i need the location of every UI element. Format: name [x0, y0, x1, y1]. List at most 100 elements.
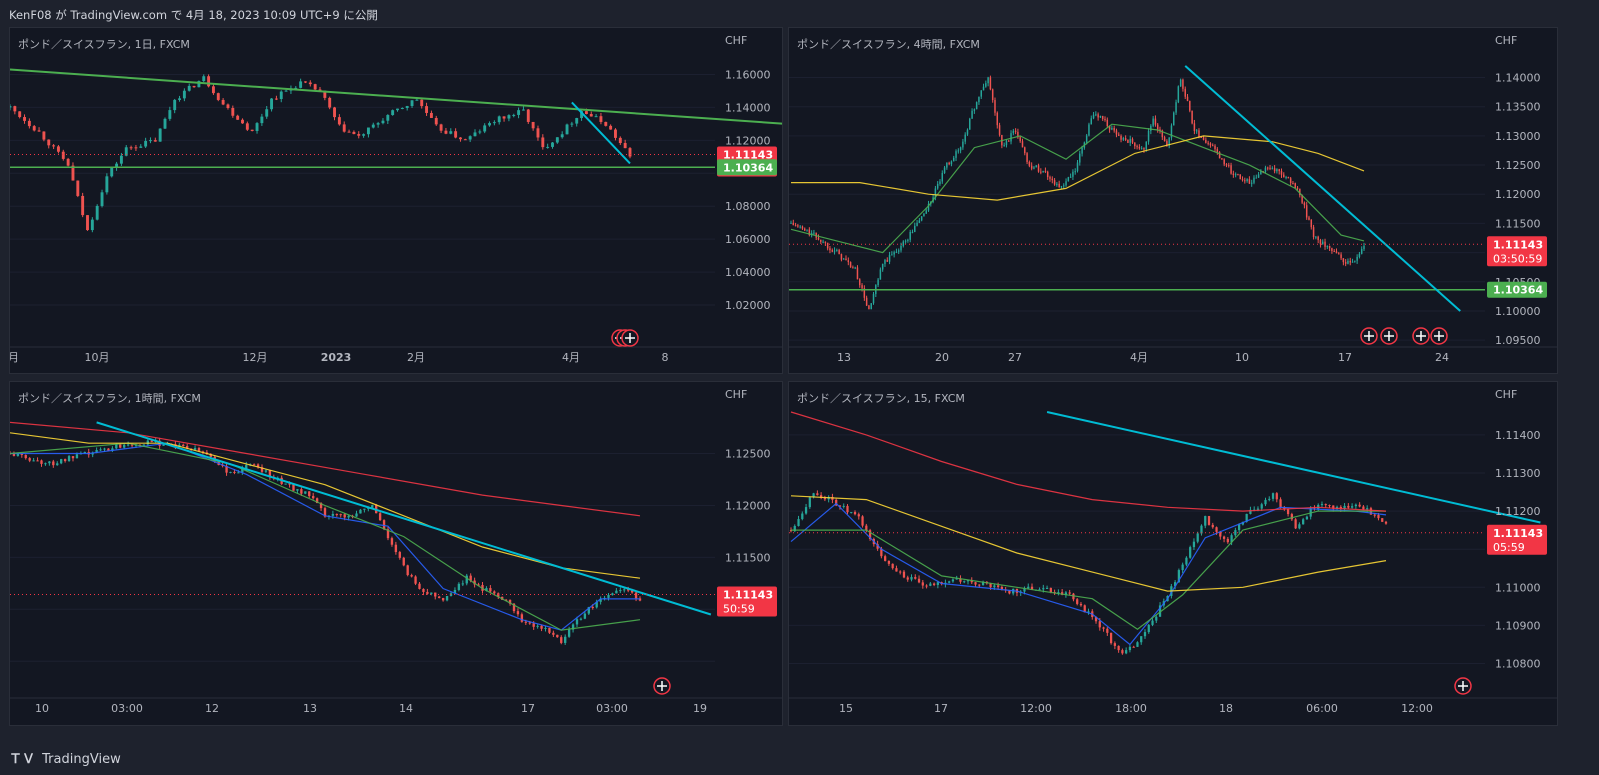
- candle-body: [966, 129, 969, 135]
- candle-body: [792, 222, 795, 226]
- candle-body: [1185, 557, 1188, 565]
- candle-body: [318, 89, 322, 91]
- candle-body: [1161, 130, 1164, 138]
- price-badge: [717, 586, 777, 617]
- candle-body: [1156, 124, 1159, 130]
- y-tick-label: 1.13500: [1495, 101, 1541, 114]
- candle-body: [1046, 171, 1049, 178]
- candle-body: [71, 165, 75, 181]
- candle-body: [308, 82, 312, 85]
- candle-body: [331, 513, 335, 516]
- tradingview-logo[interactable]: ＴＶ TradingView: [9, 748, 121, 767]
- candle-body: [418, 583, 421, 589]
- chart-canvas[interactable]: CHF 1.14000 1.13500 1.13000 1.12500 1.12000 1.…: [789, 28, 1558, 374]
- y-tick-label: 1.10900: [1495, 619, 1541, 632]
- candle-body: [260, 467, 264, 472]
- candle-body: [1088, 124, 1090, 136]
- candle-body: [1381, 518, 1384, 522]
- candle-body: [895, 568, 898, 572]
- candle-body: [1189, 547, 1192, 558]
- candle-body: [946, 162, 948, 168]
- price-countdown: 50:59: [723, 602, 755, 615]
- candle-body: [870, 303, 872, 310]
- candle-body: [517, 110, 521, 115]
- candle-body: [614, 129, 617, 138]
- candle-body: [1177, 86, 1180, 103]
- candle-body: [1333, 250, 1335, 252]
- chart-panel-1h[interactable]: ポンド／スイスフラン, 1時間, FXCM CHF 1.12500 1.12000 1…: [9, 381, 783, 726]
- candle-body: [980, 90, 982, 97]
- candle-body: [853, 512, 857, 515]
- trendline: [1184, 65, 1461, 312]
- candle-body: [847, 260, 850, 263]
- candle-body: [150, 440, 153, 442]
- candle-body: [1331, 248, 1333, 251]
- candle-body: [595, 601, 598, 608]
- candle-body: [927, 204, 930, 211]
- chart-canvas[interactable]: CHF 1.16000 1.14000 1.12000 1.08000 1.06000 1.…: [10, 28, 783, 374]
- candle-body: [37, 130, 41, 132]
- candle-body: [134, 147, 138, 149]
- candle-body: [1362, 506, 1365, 510]
- candle-body: [804, 228, 806, 231]
- chart-panel-daily[interactable]: ポンド／スイスフラン, 1日, FXCM CHF 1.16000 1.14000 1.…: [9, 27, 783, 374]
- chart-panel-4h[interactable]: ポンド／スイスフラン, 4時間, FXCM CHF 1.14000 1.13500 1…: [788, 27, 1558, 374]
- candle-body: [1136, 146, 1138, 148]
- candle-body: [44, 463, 47, 465]
- chart-canvas[interactable]: CHF 1.11400 1.11300 1.11200 1.11000 1.10900 1.…: [789, 382, 1558, 726]
- candle-body: [1143, 632, 1147, 637]
- candle-body: [390, 538, 394, 545]
- candle-body: [422, 588, 425, 592]
- candle-body: [453, 589, 457, 594]
- candle-body: [71, 456, 75, 459]
- candle-body: [560, 637, 563, 643]
- candle-body: [405, 106, 409, 109]
- candle-body: [357, 134, 361, 136]
- y-tick-label: 1.12500: [725, 448, 771, 461]
- candle-body: [978, 96, 980, 103]
- price-badge-value: 1.11143: [1493, 527, 1543, 540]
- candle-body: [236, 115, 240, 120]
- candle-body: [1226, 538, 1229, 543]
- x-tick-label: 10月: [85, 351, 110, 364]
- candle-body: [1246, 179, 1248, 182]
- candle-body: [1250, 182, 1253, 184]
- candle-body: [1214, 145, 1216, 150]
- candle-body: [1023, 588, 1026, 592]
- candle-body: [492, 122, 496, 124]
- candle-body: [1017, 131, 1019, 138]
- candle-body: [1324, 504, 1327, 506]
- candle-body: [146, 440, 149, 445]
- candle-body: [312, 496, 315, 499]
- candle-body: [1290, 514, 1293, 520]
- candle-body: [978, 584, 981, 586]
- chart-panel-15m[interactable]: ポンド／スイスフラン, 15, FXCM CHF 1.11400 1.11300 1.…: [788, 381, 1558, 726]
- y-tick-label: 1.11200: [1495, 505, 1541, 518]
- gb-flag-cross: [1458, 681, 1468, 691]
- candle-body: [1177, 570, 1181, 583]
- candle-body: [1049, 177, 1051, 179]
- candle-body: [105, 176, 109, 193]
- candle-body: [1028, 161, 1031, 166]
- candle-body: [67, 456, 71, 462]
- candle-body: [13, 106, 17, 112]
- candle-body: [1234, 530, 1237, 536]
- candle-body: [971, 110, 973, 119]
- gb-flag-cross: [1416, 331, 1426, 341]
- candle-body: [1305, 205, 1308, 218]
- candle-body: [877, 279, 879, 286]
- candle-body: [526, 109, 530, 122]
- candle-body: [555, 137, 559, 143]
- candle-body: [1090, 118, 1093, 125]
- candle-body: [1186, 96, 1189, 101]
- candle-body: [1061, 592, 1064, 595]
- candle-body: [1064, 592, 1068, 595]
- candle-body: [845, 258, 847, 261]
- candle-body: [95, 205, 99, 220]
- candle-body: [434, 592, 437, 597]
- candle-body: [1125, 650, 1128, 654]
- candle-body: [571, 624, 575, 630]
- candle-body: [323, 90, 327, 98]
- candle-body: [996, 585, 1000, 587]
